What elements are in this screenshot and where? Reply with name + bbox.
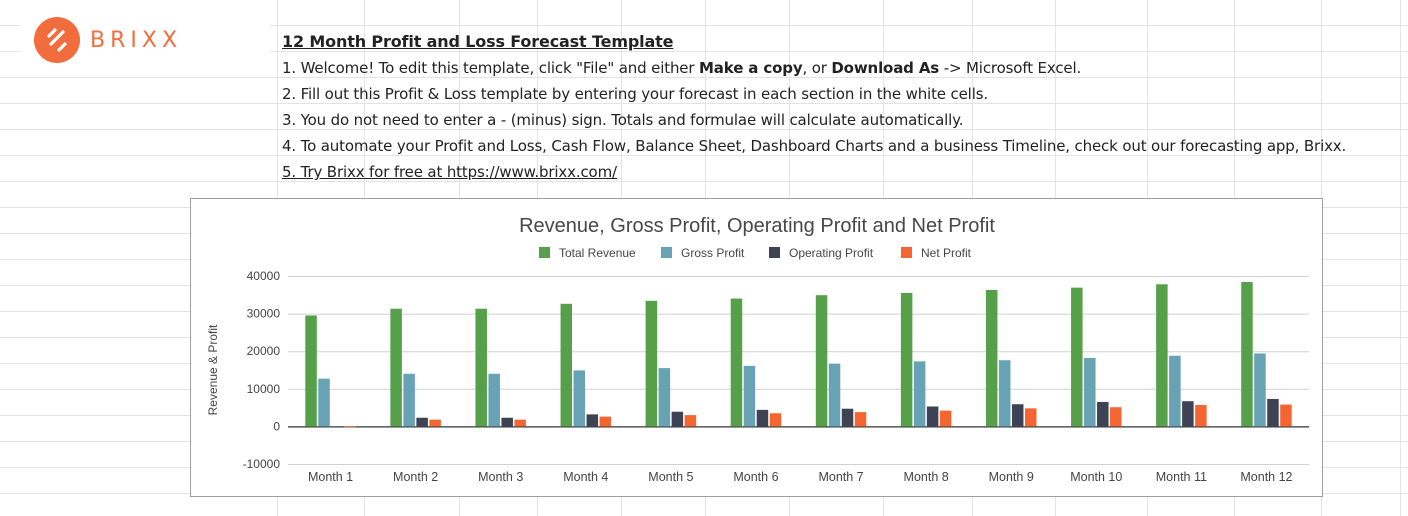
x-tick-label: Month 12 [1240,470,1292,484]
legend-swatch [539,247,550,258]
bar [488,373,500,427]
profit-chart[interactable]: Revenue, Gross Profit, Operating Profit … [190,198,1323,497]
brixx-logo-icon [34,17,80,63]
bar [390,308,402,427]
bar [1024,408,1037,427]
bar [429,419,441,427]
y-tick-label: 30000 [247,307,281,321]
y-tick-label: -10000 [243,457,281,471]
bar [658,368,671,427]
bar [900,292,913,427]
bar [501,417,513,427]
chart-title: Revenue, Gross Profit, Operating Profit … [519,215,995,237]
bar [645,300,658,427]
bar [913,361,926,427]
bar [1169,355,1181,427]
bar [769,413,782,427]
y-tick-label: 40000 [247,269,281,283]
instruction-line-3[interactable]: 3. You do not need to enter a - (minus) … [282,111,964,129]
bar [344,426,356,428]
y-tick-label: 10000 [247,382,281,396]
y-axis-label: Revenue & Profit [206,324,220,415]
bar [1267,398,1279,427]
x-tick-label: Month 6 [733,470,778,484]
legend-swatch [661,247,672,258]
make-a-copy-text: Make a copy [699,59,803,77]
x-tick-label: Month 9 [989,470,1034,484]
bar [475,308,487,427]
bar [1011,404,1024,427]
brixx-logo-text: BRIXX [90,27,183,53]
chart-canvas: Revenue, Gross Profit, Operating Profit … [206,215,1309,484]
instructions-block: 12 Month Profit and Loss Forecast Templa… [282,29,1346,185]
bar [985,289,998,427]
bar [815,295,828,427]
brixx-logo[interactable]: BRIXX [34,17,182,63]
legend-label: Total Revenue [559,246,636,260]
bar [926,406,939,427]
bar [305,315,317,427]
instruction-text: , or [802,59,832,77]
y-tick-label: 20000 [247,344,281,358]
bar [1110,407,1122,427]
bar [331,426,343,428]
instruction-line-5[interactable]: 5. Try Brixx for free at https://www.bri… [282,159,1346,185]
x-tick-label: Month 7 [818,470,863,484]
bar [403,373,415,427]
x-tick-label: Month 3 [478,470,523,484]
x-tick-label: Month 10 [1070,470,1122,484]
bar [1241,282,1253,427]
bar [586,414,599,427]
bar [730,298,743,427]
x-tick-label: Month 4 [563,470,608,484]
bar [1254,353,1266,427]
bar [1156,284,1168,427]
bar [1097,401,1109,427]
instruction-text: 1. Welcome! To edit this template, click… [282,59,700,77]
legend-swatch [901,247,912,258]
x-tick-label: Month 8 [904,470,949,484]
bar [743,365,756,427]
template-title[interactable]: 12 Month Profit and Loss Forecast Templa… [282,32,674,51]
x-tick-label: Month 5 [648,470,693,484]
legend-label: Net Profit [921,246,972,260]
bar [1084,357,1096,427]
bar [854,412,867,427]
bar [318,378,330,427]
bar [1071,287,1083,427]
legend-label: Operating Profit [789,246,874,260]
download-as-text: Download As [831,59,940,77]
legend-swatch [769,247,780,258]
bar [560,303,573,427]
bar [756,409,769,427]
instruction-text: -> Microsoft Excel. [939,59,1082,77]
legend-label: Gross Profit [681,246,745,260]
instruction-line-2[interactable]: 2. Fill out this Profit & Loss template … [282,85,989,103]
bar [514,419,526,427]
bar [1195,404,1207,427]
bar [1280,404,1292,427]
bar [998,360,1011,427]
y-tick-label: 0 [273,419,280,433]
x-tick-label: Month 2 [393,470,438,484]
bar [684,415,697,427]
bar [599,416,612,427]
bar [671,411,684,427]
x-tick-label: Month 11 [1156,470,1207,484]
x-tick-label: Month 1 [308,470,353,484]
instruction-line-4[interactable]: 4. To automate your Profit and Loss, Cas… [282,137,1347,155]
bar [828,363,841,427]
brixx-trial-link[interactable]: 5. Try Brixx for free at https://www.bri… [282,163,617,181]
bar [1182,401,1194,427]
bar [841,408,854,427]
instruction-line-1[interactable]: 1. Welcome! To edit this template, click… [282,55,1346,81]
bar [573,370,586,427]
bar [416,417,428,427]
bar [939,410,952,427]
